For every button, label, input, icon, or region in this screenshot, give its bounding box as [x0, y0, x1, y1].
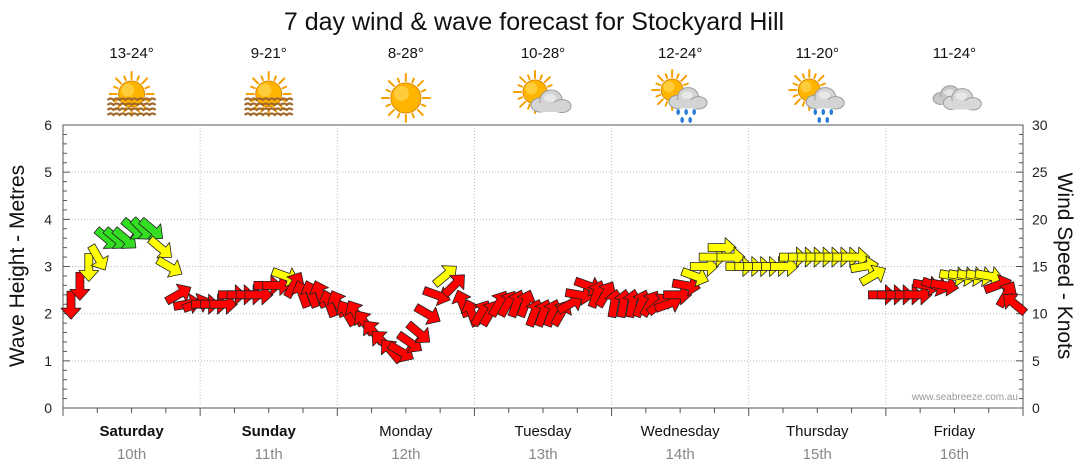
- right-tick-label: 15: [1032, 259, 1048, 275]
- right-tick-label: 10: [1032, 306, 1048, 322]
- wind-arrow: [680, 267, 709, 288]
- day-name: Saturday: [99, 423, 164, 440]
- day-temperature: 11-20°: [796, 45, 839, 62]
- wind-arrow: [671, 275, 701, 297]
- wind-arrow: [432, 265, 457, 288]
- day-date: 12th: [391, 446, 420, 463]
- sun-haze-icon: [243, 71, 294, 117]
- right-tick-label: 0: [1032, 400, 1040, 416]
- day-temperature: 9-21°: [251, 45, 287, 62]
- day-date: 13th: [528, 446, 557, 463]
- day-temperature: 8-28°: [388, 45, 424, 62]
- wind-arrow: [386, 341, 414, 363]
- wind-arrows: [60, 216, 1028, 365]
- wind-arrow: [594, 281, 617, 309]
- right-axis: 0 5 10 15 20 25 30: [1016, 117, 1048, 416]
- day-name: Monday: [379, 423, 433, 440]
- weather-icon-row: [106, 69, 982, 123]
- wind-arrow: [564, 285, 594, 306]
- day-name: Sunday: [242, 423, 297, 440]
- left-tick-label: 1: [44, 353, 52, 369]
- day-labels: Saturday 10th Sunday 11th Monday 12th Tuesday 1…: [62, 408, 1024, 463]
- left-axis: 0 1 2 3 4 5 6: [44, 117, 70, 416]
- day-temperature: 11-24°: [933, 45, 976, 62]
- left-tick-label: 2: [44, 306, 52, 322]
- wind-arrow: [396, 330, 423, 353]
- temperature-row: 13-24° 9-21° 8-28° 10-28° 12-24° 11-20° 11-24°: [109, 45, 976, 62]
- day-date: 16th: [940, 446, 969, 463]
- chart-title: 7 day wind & wave forecast for Stockyard…: [284, 8, 784, 36]
- wind-arrow: [405, 320, 431, 344]
- day-name: Wednesday: [641, 423, 720, 440]
- day-date: 11th: [255, 446, 283, 463]
- day-date: 15th: [803, 446, 832, 463]
- wind-arrow: [858, 264, 886, 287]
- right-tick-label: 20: [1032, 211, 1048, 227]
- day-temperature: 12-24°: [658, 45, 702, 62]
- day-name: Friday: [934, 423, 976, 440]
- wind-arrow: [283, 272, 305, 300]
- left-tick-label: 6: [44, 117, 52, 133]
- day-date: 14th: [666, 446, 695, 463]
- wind-arrow: [516, 289, 537, 319]
- wind-arrow: [1003, 293, 1028, 317]
- left-tick-label: 0: [44, 400, 52, 416]
- wind-arrow: [155, 256, 183, 278]
- left-tick-label: 4: [44, 211, 52, 227]
- right-tick-label: 5: [1032, 353, 1040, 369]
- wind-arrow: [69, 271, 91, 301]
- wind-arrow: [903, 284, 933, 306]
- sun-cloud-rain-icon: [651, 69, 708, 123]
- day-date: 10th: [117, 446, 146, 463]
- right-tick-label: 30: [1032, 117, 1048, 133]
- day-name: Thursday: [786, 423, 849, 440]
- left-axis-title: Wave Height - Metres: [6, 165, 29, 367]
- credit-text[interactable]: www.seabreeze.com.au: [911, 392, 1018, 403]
- wind-arrow: [164, 283, 192, 306]
- left-tick-label: 5: [44, 164, 52, 180]
- wind-arrow: [929, 275, 959, 297]
- right-tick-label: 25: [1032, 164, 1048, 180]
- sun-cloud-rain-icon: [788, 69, 845, 123]
- day-temperature: 13-24°: [109, 45, 153, 62]
- wind-arrow: [441, 274, 465, 298]
- sun-haze-icon: [106, 71, 157, 117]
- left-tick-label: 3: [44, 259, 52, 275]
- wind-arrow: [87, 243, 109, 271]
- wind-arrow: [698, 246, 728, 268]
- right-axis-title: Wind Speed - Knots: [1053, 173, 1076, 360]
- wind-arrow: [60, 290, 82, 320]
- sun-cloud-icon: [513, 70, 572, 114]
- wind-arrow: [262, 274, 292, 296]
- wind-arrow: [413, 303, 441, 325]
- wind-arrow: [707, 237, 737, 259]
- day-name: Tuesday: [515, 423, 572, 440]
- wind-arrow: [78, 253, 100, 282]
- wind-arrow: [208, 293, 238, 315]
- wind-arrow: [663, 284, 692, 306]
- grid: [63, 125, 1023, 408]
- wind-arrow: [111, 226, 137, 249]
- day-temperature: 10-28°: [521, 45, 565, 62]
- sun-icon: [380, 73, 431, 123]
- wind-arrow: [147, 235, 172, 259]
- cloud-icon: [932, 85, 982, 111]
